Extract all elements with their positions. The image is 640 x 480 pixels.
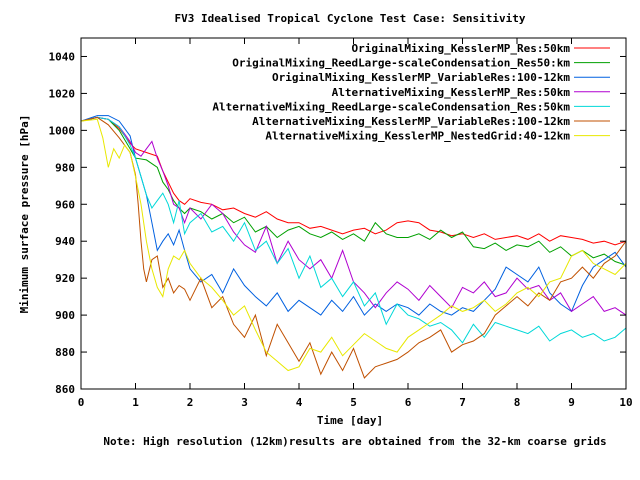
- series-line-7: [80, 118, 627, 372]
- legend-label-7: AlternativeMixing_KesslerMP_NestedGrid:4…: [265, 130, 570, 143]
- footnote: Note: High resolution (12km)results are …: [103, 435, 606, 448]
- legend-label-4: AlternativeMixing_KesslerMP_Res:50km: [332, 86, 571, 99]
- y-tick-label: 920: [55, 272, 75, 285]
- y-tick-label: 960: [55, 198, 75, 211]
- legend-label-1: OriginalMixing_KesslerMP_Res:50km: [351, 42, 570, 55]
- y-tick-label: 900: [55, 309, 75, 322]
- chart-title: FV3 Idealised Tropical Cyclone Test Case…: [175, 12, 526, 25]
- series-line-1: [80, 116, 627, 246]
- y-tick-label: 1040: [49, 50, 76, 63]
- series-line-6: [80, 116, 627, 379]
- legend: OriginalMixing_KesslerMP_Res:50km Origina…: [212, 42, 610, 143]
- series-lines: [80, 115, 627, 379]
- x-tick-label: 0: [78, 396, 85, 409]
- y-tick-label: 940: [55, 235, 75, 248]
- x-tick-label: 1: [132, 396, 139, 409]
- legend-label-2: OriginalMixing_ReedLarge-scaleCondensati…: [232, 57, 570, 70]
- x-tick-label: 6: [405, 396, 412, 409]
- x-tick-label: 7: [459, 396, 466, 409]
- x-tick-label: 2: [187, 396, 194, 409]
- series-line-3: [80, 115, 627, 316]
- series-line-5: [80, 116, 627, 344]
- series-line-4: [80, 116, 627, 316]
- y-tick-label: 980: [55, 161, 75, 174]
- x-tick-label: 4: [296, 396, 303, 409]
- y-tick-label: 860: [55, 383, 75, 396]
- y-tick-label: 880: [55, 346, 75, 359]
- y-tick-label: 1000: [49, 124, 76, 137]
- x-tick-label: 8: [514, 396, 521, 409]
- x-tick-label: 3: [241, 396, 248, 409]
- legend-label-3: OriginalMixing_KesslerMP_VariableRes:100…: [272, 71, 570, 84]
- y-axis-label: Minimum surface pressure [hPa]: [18, 115, 31, 314]
- series-line-2: [80, 116, 627, 266]
- x-tick-label: 10: [619, 396, 632, 409]
- x-tick-label: 9: [568, 396, 575, 409]
- axes: 0 1 2 3 4 5 6 7 8 9 10 860 880 900 920 940 960 980 1000 102…: [49, 38, 633, 409]
- legend-label-6: AlternativeMixing_KesslerMP_VariableRes:…: [252, 115, 570, 128]
- y-tick-label: 1020: [49, 87, 76, 100]
- x-tick-label: 5: [350, 396, 357, 409]
- x-axis-label: Time [day]: [317, 414, 383, 427]
- legend-label-5: AlternativeMixing_ReedLarge-scaleCondens…: [212, 100, 570, 113]
